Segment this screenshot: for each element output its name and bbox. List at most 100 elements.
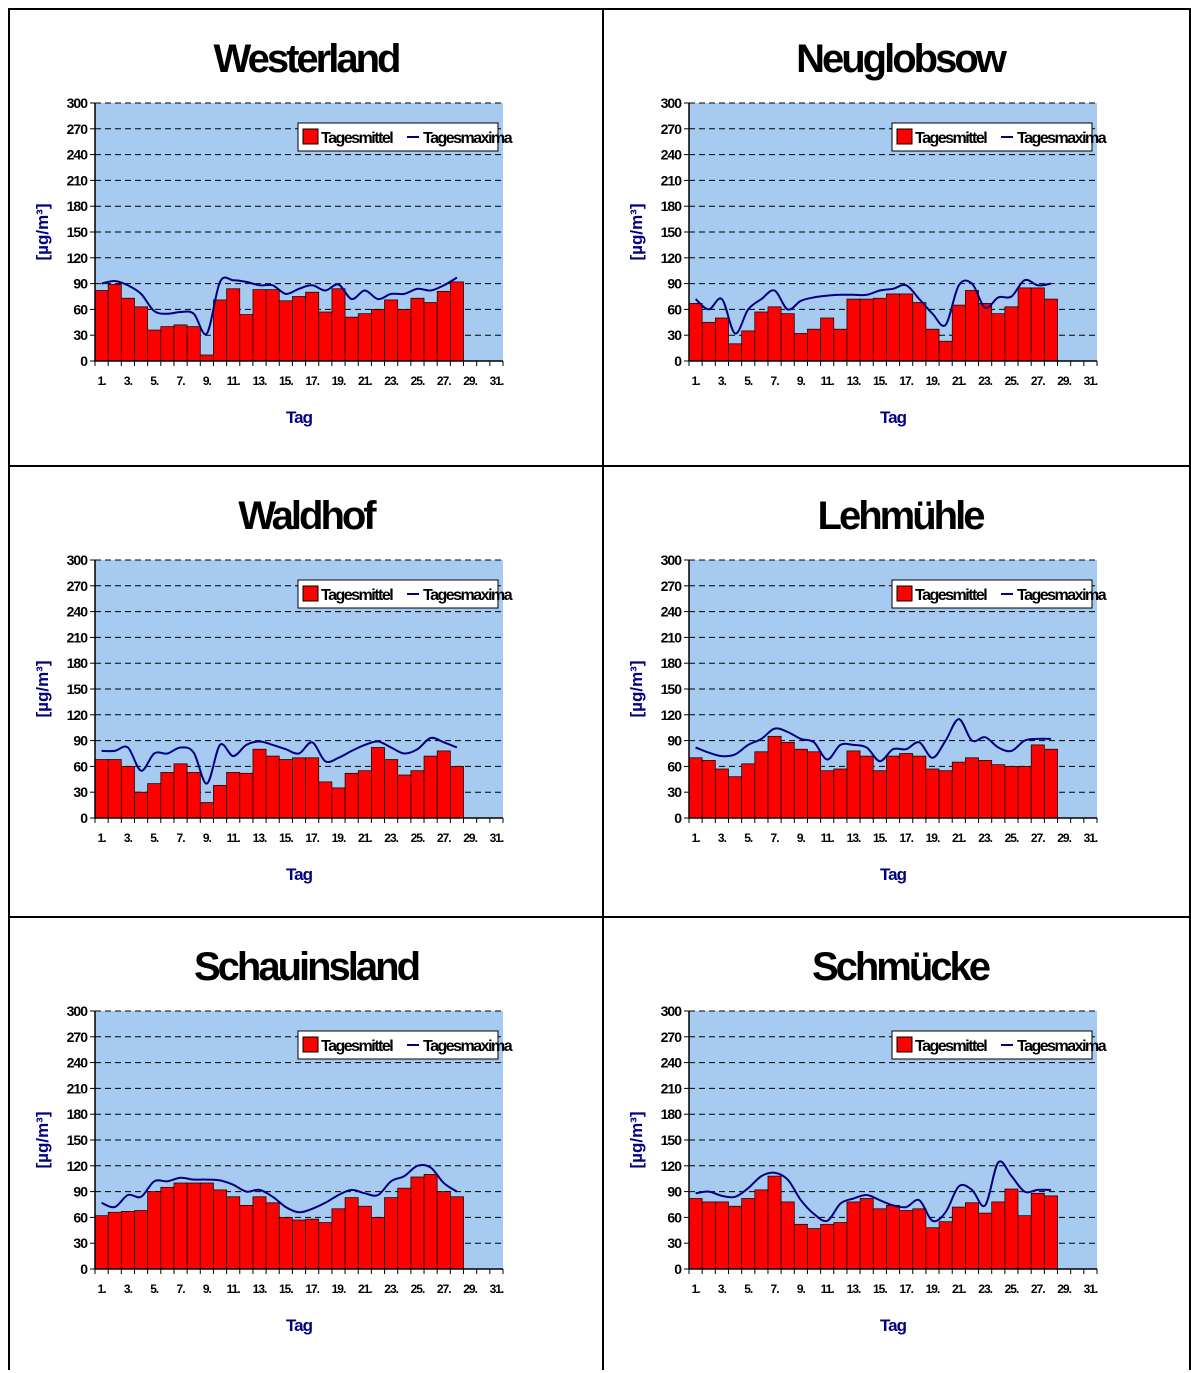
bar <box>239 772 254 819</box>
bar <box>384 299 399 362</box>
x-tick-label: 5. <box>744 1282 753 1296</box>
bar <box>252 289 267 362</box>
y-tick-label: 0 <box>674 1261 682 1277</box>
x-tick-label: 31. <box>1084 374 1098 388</box>
bar <box>107 1211 122 1270</box>
bar <box>107 284 122 362</box>
bar <box>173 324 188 362</box>
bar <box>186 326 201 362</box>
bar <box>1030 287 1045 362</box>
x-tick-label: 31. <box>490 374 504 388</box>
x-tick-label: 27. <box>437 831 451 845</box>
legend: Tagesmittel Tagesmaxima <box>891 579 1108 609</box>
x-axis-title: Tag <box>286 408 313 427</box>
bar <box>423 755 438 819</box>
x-tick-label: 13. <box>847 374 861 388</box>
legend-label-tagesmittel: Tagesmittel <box>321 587 393 604</box>
x-tick-label: 1. <box>692 374 701 388</box>
bar <box>226 288 241 362</box>
y-tick-label: 60 <box>73 301 88 317</box>
y-tick-label: 90 <box>73 733 88 749</box>
y-tick-label: 300 <box>67 95 89 111</box>
y-tick-label: 300 <box>661 1003 683 1019</box>
x-tick-label: 19. <box>926 831 940 845</box>
chart-title: Schauinsland <box>194 945 419 989</box>
bar <box>292 296 306 362</box>
bar <box>357 1205 372 1270</box>
bar <box>741 1198 756 1270</box>
y-tick-label: 180 <box>67 198 89 214</box>
y-tick-label: 270 <box>661 1029 683 1045</box>
series-line-tagesmaxima <box>101 276 458 336</box>
chart-svg: Waldhof 0 30 60 90 120 150 180 210 240 270 300 1. 3. 5… <box>33 494 514 884</box>
series-line-tagesmaxima <box>694 278 1052 335</box>
y-tick-label: 30 <box>73 327 88 343</box>
grid-divider-2 <box>8 916 1191 918</box>
y-tick-label: 180 <box>67 655 89 671</box>
bar <box>688 757 703 819</box>
bar <box>292 757 306 819</box>
bar <box>265 1202 280 1270</box>
x-axis-title: Tag <box>880 1316 907 1335</box>
y-tick-label: 60 <box>73 1209 88 1225</box>
y-tick-label: 120 <box>661 707 683 723</box>
x-tick-label: 5. <box>744 374 753 388</box>
bar <box>305 291 320 362</box>
bar <box>292 1219 306 1270</box>
bar <box>912 755 927 819</box>
bar <box>160 772 175 819</box>
chart-panel: Westerland 0 30 60 90 120 150 180 210 240 270 300 1.… <box>10 10 605 465</box>
legend-label-tagesmaxima: Tagesmaxima <box>423 587 513 604</box>
bar <box>780 313 795 362</box>
bar <box>120 297 135 362</box>
y-tick-label: 240 <box>661 1055 683 1071</box>
bar <box>793 748 808 819</box>
y-axis-title: [µg/m³] <box>627 660 646 717</box>
x-tick-label: 21. <box>952 1282 966 1296</box>
x-tick-label: 3. <box>718 831 727 845</box>
legend-box <box>891 122 1093 152</box>
bar <box>213 1189 227 1270</box>
x-tick-label: 11. <box>227 374 241 388</box>
legend: Tagesmittel Tagesmaxima <box>891 1030 1108 1060</box>
x-tick-label: 7. <box>771 374 780 388</box>
legend-label-tagesmittel: Tagesmittel <box>915 130 987 147</box>
grid-border-right <box>1189 8 1191 1370</box>
y-tick-label: 240 <box>661 147 683 163</box>
chart-svg: Westerland 0 30 60 90 120 150 180 210 240 270 300 1.… <box>33 37 514 427</box>
bar <box>173 1182 188 1270</box>
x-tick-label: 29. <box>1057 1282 1071 1296</box>
y-tick-label: 90 <box>667 1184 682 1200</box>
x-tick-label: 13. <box>253 374 267 388</box>
bar <box>94 1215 109 1270</box>
grid-divider-1 <box>8 465 1191 467</box>
y-axis-title: [µg/m³] <box>33 203 52 260</box>
x-tick-label: 9. <box>203 1282 212 1296</box>
legend-label-tagesmittel: Tagesmittel <box>915 1038 987 1055</box>
y-tick-label: 90 <box>667 733 682 749</box>
x-tick-label: 3. <box>124 374 133 388</box>
bar <box>688 303 703 362</box>
bar <box>872 297 887 362</box>
y-tick-label: 30 <box>667 1235 682 1251</box>
bar <box>371 309 385 362</box>
bar <box>1044 298 1058 362</box>
bar <box>357 770 372 819</box>
y-axis-title: [µg/m³] <box>33 660 52 717</box>
bar <box>134 791 148 819</box>
bar <box>450 281 464 362</box>
legend-box <box>297 122 499 152</box>
bar <box>872 770 887 819</box>
x-tick-label: 31. <box>1084 831 1098 845</box>
bar <box>252 748 267 819</box>
x-tick-label: 1. <box>98 374 107 388</box>
x-tick-label: 5. <box>744 831 753 845</box>
y-tick-label: 120 <box>67 707 89 723</box>
bar <box>94 759 109 819</box>
y-tick-label: 150 <box>67 1132 89 1148</box>
bar <box>305 757 320 819</box>
x-tick-label: 11. <box>227 831 241 845</box>
bar <box>213 784 227 819</box>
bar <box>793 333 808 362</box>
bar <box>134 1210 148 1270</box>
